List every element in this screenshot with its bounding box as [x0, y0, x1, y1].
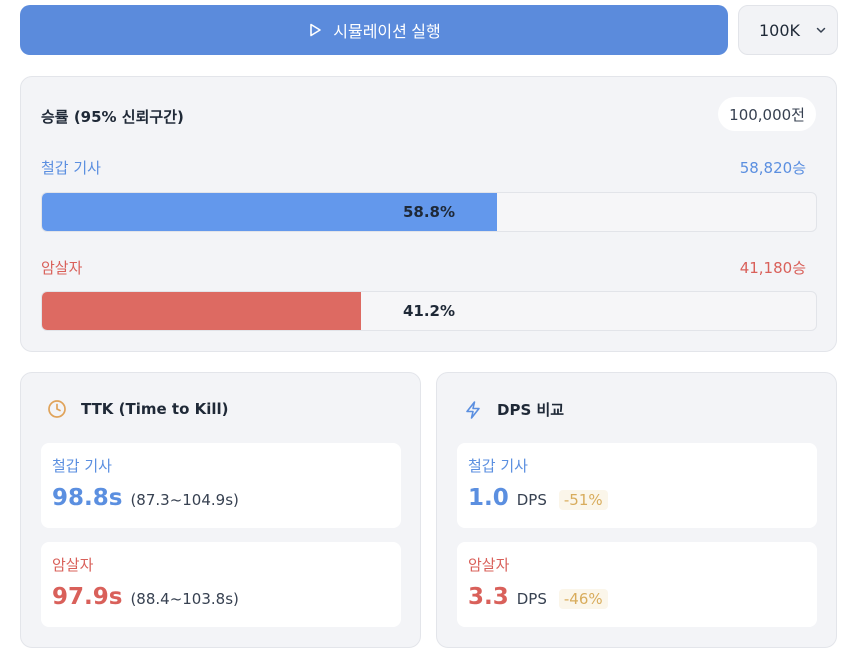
- winrate-percent-assassin: 41.2%: [402, 302, 456, 320]
- winrate-card: 승률 (95% 신뢰구간) 100,000전 철갑 기사 58,820승 58.…: [20, 76, 837, 352]
- ttk-header: TTK (Time to Kill): [47, 399, 229, 419]
- ttk-value-knight: 98.8s: [52, 485, 123, 511]
- ttk-value-assassin: 97.9s: [52, 584, 123, 610]
- dps-name-knight: 철갑 기사: [468, 457, 528, 475]
- ttk-name-knight: 철갑 기사: [52, 457, 112, 475]
- iterations-select[interactable]: 100K: [738, 5, 838, 55]
- side-wins-assassin: 41,180승: [739, 259, 806, 277]
- dps-card: DPS 비교 철갑 기사 1.0 DPS -51% 암살자 3.3 DPS -4…: [436, 372, 837, 648]
- run-simulation-label: 시뮬레이션 실행: [333, 24, 441, 41]
- dps-name-assassin: 암살자: [468, 556, 510, 574]
- lightning-icon: [466, 400, 480, 419]
- winrate-bar-knight: 58.8%: [41, 192, 817, 232]
- iterations-value: 100K: [759, 20, 801, 40]
- ttk-range-assassin: (88.4~103.8s): [130, 590, 239, 608]
- dps-header: DPS 비교: [463, 399, 564, 420]
- winrate-bar-assassin: 41.2%: [41, 291, 817, 331]
- side-name-assassin: 암살자: [41, 259, 83, 277]
- run-simulation-button[interactable]: 시뮬레이션 실행: [20, 5, 728, 55]
- side-wins-knight: 58,820승: [739, 159, 806, 177]
- ttk-card: TTK (Time to Kill) 철갑 기사 98.8s (87.3~104…: [20, 372, 421, 648]
- play-icon: [310, 23, 322, 37]
- ttk-item-assassin: 암살자 97.9s (88.4~103.8s): [41, 542, 401, 627]
- ttk-title: TTK (Time to Kill): [81, 400, 229, 418]
- dps-item-knight: 철갑 기사 1.0 DPS -51%: [457, 443, 817, 528]
- ttk-item-knight: 철갑 기사 98.8s (87.3~104.9s): [41, 443, 401, 528]
- clock-icon: [48, 400, 66, 418]
- winrate-title: 승률 (95% 신뢰구간): [41, 108, 184, 126]
- games-count-badge: 100,000전: [718, 97, 816, 131]
- side-name-knight: 철갑 기사: [41, 159, 101, 177]
- dps-unit-assassin: DPS: [516, 590, 547, 608]
- dps-value-assassin: 3.3: [468, 584, 509, 610]
- winrate-bar-fill-knight: [42, 193, 498, 231]
- winrate-percent-knight: 58.8%: [402, 203, 456, 221]
- dps-title: DPS 비교: [497, 401, 565, 419]
- dps-delta-knight: -51%: [558, 490, 608, 510]
- dps-delta-assassin: -46%: [558, 589, 608, 609]
- ttk-range-knight: (87.3~104.9s): [130, 491, 239, 509]
- dps-value-knight: 1.0: [468, 485, 509, 511]
- ttk-name-assassin: 암살자: [52, 556, 94, 574]
- chevron-down-icon: [816, 27, 826, 33]
- dps-item-assassin: 암살자 3.3 DPS -46%: [457, 542, 817, 627]
- dps-unit-knight: DPS: [516, 491, 547, 509]
- winrate-bar-fill-assassin: [42, 292, 361, 330]
